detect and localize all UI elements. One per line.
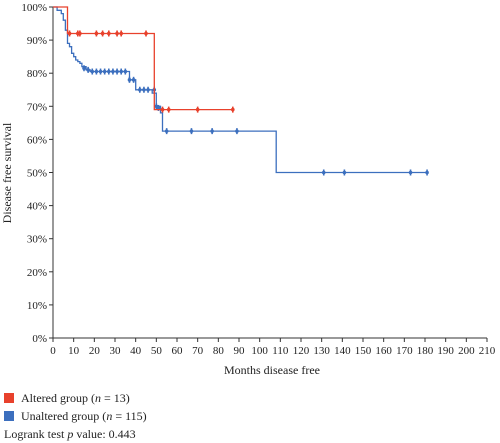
- legend-label-altered: Altered group (n = 13): [21, 390, 130, 405]
- unaltered-group-censor-dot: [189, 129, 194, 133]
- y-tick-label: 80%: [27, 68, 47, 80]
- unaltered-group-censor-dot: [123, 69, 128, 74]
- x-tick-label: 70: [192, 345, 204, 357]
- x-tick-label: 180: [417, 345, 434, 357]
- unaltered-group-censor-dot: [82, 66, 86, 71]
- logrank-note: Logrank test p value: 0.443: [4, 427, 136, 441]
- x-tick-label: 200: [458, 345, 475, 357]
- altered-group-censor-dot: [107, 31, 111, 36]
- legend-label-unaltered: Unaltered group (n = 115): [21, 408, 147, 423]
- x-tick-label: 130: [313, 345, 330, 357]
- altered-group-censor-dot: [144, 31, 148, 36]
- altered-group-censor-dot: [231, 107, 235, 112]
- legend-item-unaltered: Unaltered group (n = 115): [4, 409, 147, 423]
- unaltered-group-censor-dot: [102, 69, 107, 74]
- legend-swatch-unaltered: [4, 411, 14, 421]
- unaltered-group-censor-dot: [156, 106, 161, 110]
- altered-group-censor-dot: [195, 107, 200, 112]
- unaltered-group-censor-dot: [94, 69, 99, 74]
- y-axis-title: Disease free survival: [0, 122, 14, 223]
- altered-group-censor-dot: [94, 31, 99, 36]
- x-tick-label: 190: [437, 345, 454, 357]
- x-tick-label: 10: [68, 345, 80, 357]
- unaltered-group-censor-dot: [235, 129, 239, 133]
- x-tick-label: 90: [234, 345, 246, 357]
- unaltered-group-censor-dot: [115, 69, 119, 74]
- x-tick-label: 100: [251, 345, 268, 357]
- legend-swatch-altered: [4, 393, 14, 403]
- x-tick-label: 120: [293, 345, 310, 357]
- unaltered-group-censor-dot: [119, 69, 123, 74]
- unaltered-group-censor-dot: [127, 78, 132, 82]
- unaltered-group-censor-dot: [138, 87, 142, 92]
- y-tick-label: 20%: [27, 267, 47, 279]
- y-tick-label: 90%: [27, 35, 47, 47]
- x-tick-label: 30: [110, 345, 122, 357]
- unaltered-group-censor-dot: [321, 170, 326, 175]
- unaltered-group-censor-dot: [98, 69, 103, 74]
- x-tick-label: 160: [375, 345, 392, 357]
- unaltered-group-censor-dot: [342, 170, 347, 175]
- altered-group-survival-curve: [53, 6, 233, 111]
- altered-group-censor-dot: [67, 31, 72, 36]
- x-tick-label: 0: [50, 345, 56, 357]
- y-tick-label: 0%: [32, 333, 47, 345]
- unaltered-group-censor-dot: [107, 69, 111, 74]
- unaltered-group-censor-dot: [146, 87, 150, 92]
- x-axis-ticks: 0 10 20 30 40 50 60 70 80 90 100 110 120 130 140 150 160…: [50, 338, 496, 357]
- x-tick-label: 80: [213, 345, 225, 357]
- y-axis-ticks: 0% 10% 20% 30% 40% 50% 60% 70% 80% 90% 100%: [21, 2, 53, 345]
- unaltered-group-censor-dot: [86, 68, 90, 72]
- x-tick-label: 170: [396, 345, 413, 357]
- unaltered-group-censor-dot: [131, 78, 136, 82]
- altered-group-censor-dot: [115, 31, 119, 36]
- x-axis-title: Months disease free: [224, 363, 320, 377]
- unaltered-group-censor-dot: [111, 69, 115, 74]
- x-tick-label: 60: [172, 345, 184, 357]
- altered-group-censor-dot: [100, 31, 105, 36]
- unaltered-group-censor-dot: [90, 69, 95, 74]
- altered-group-censor-dot: [166, 107, 171, 112]
- y-tick-label: 40%: [27, 201, 47, 213]
- y-tick-label: 50%: [27, 168, 47, 180]
- unaltered-group-censor-dot: [408, 170, 413, 175]
- y-tick-label: 100%: [21, 2, 47, 14]
- y-tick-label: 30%: [27, 234, 47, 246]
- x-tick-label: 140: [334, 345, 351, 357]
- x-tick-label: 210: [479, 345, 496, 357]
- x-tick-label: 110: [272, 345, 289, 357]
- unaltered-group-censor-dot: [210, 129, 214, 133]
- series-layer: [53, 6, 429, 176]
- x-tick-label: 50: [151, 345, 163, 357]
- x-tick-label: 40: [130, 345, 142, 357]
- y-tick-label: 70%: [27, 101, 47, 113]
- x-tick-label: 150: [355, 345, 372, 357]
- x-tick-label: 20: [89, 345, 101, 357]
- altered-group-censor-dot: [119, 31, 123, 36]
- altered-group-censor-dot: [160, 107, 165, 112]
- altered-group-censor-dot: [78, 31, 82, 36]
- unaltered-group-censor-dot: [164, 129, 169, 133]
- survival-chart: 0% 10% 20% 30% 40% 50% 60% 70% 80% 90% 100% 0 10 20 3…: [0, 2, 496, 377]
- legend-item-altered: Altered group (n = 13): [4, 391, 130, 405]
- y-tick-label: 10%: [27, 300, 47, 312]
- y-tick-label: 60%: [27, 134, 47, 146]
- unaltered-group-censor-dot: [425, 170, 429, 175]
- unaltered-group-censor-dot: [142, 87, 146, 92]
